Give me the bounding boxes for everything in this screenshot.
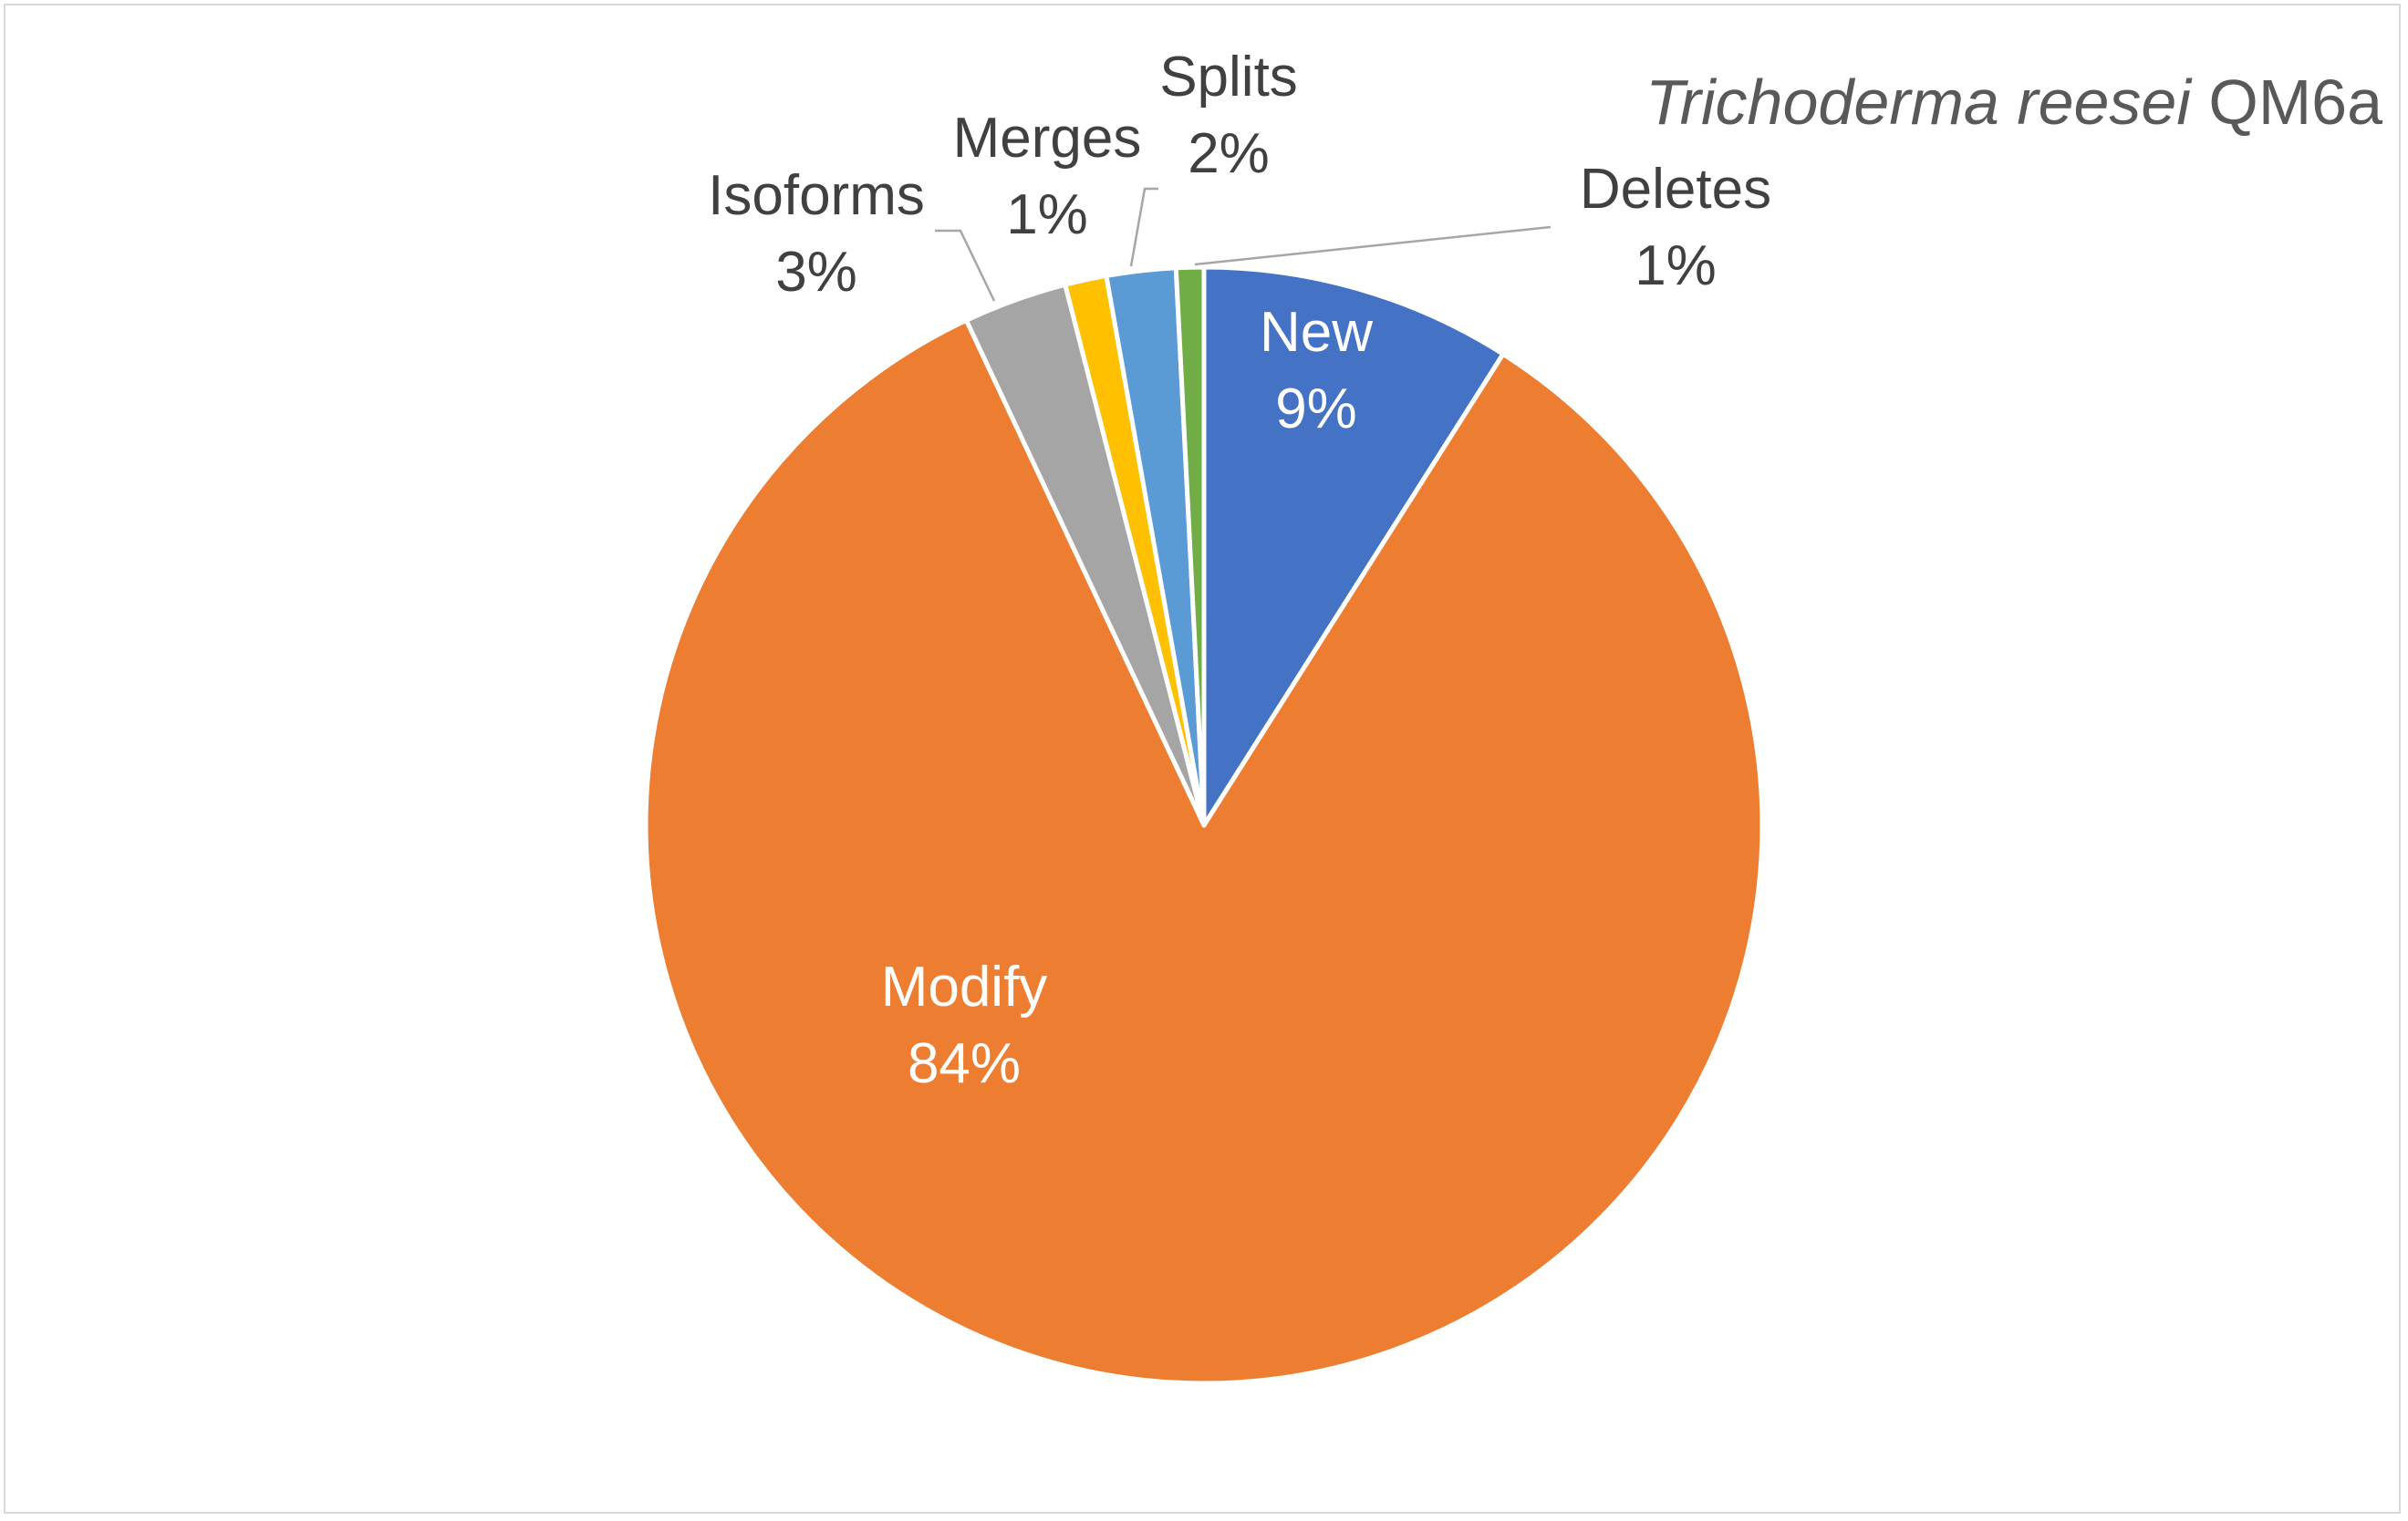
- slice-category-label: Isoforms: [708, 164, 925, 227]
- leader-lines: [935, 187, 1552, 302]
- slice-category-label: Deletes: [1580, 158, 1771, 221]
- slice-percent-label: 3%: [775, 241, 857, 304]
- slice-category-label: Modify: [881, 956, 1048, 1019]
- slice-label-isoforms: Isoforms 3%: [708, 164, 925, 304]
- chart-title: Trichoderma reesei QM6a: [1645, 67, 2382, 138]
- slice-label-new: New 9%: [1260, 301, 1373, 440]
- chart-title-species: Trichoderma reesei: [1645, 67, 2193, 138]
- pie-slice-deletes: [1173, 264, 1207, 828]
- chart-title-strain: QM6a: [2208, 67, 2382, 138]
- leader-line-isoforms: [935, 229, 996, 302]
- slice-label-modify: Modify 84%: [881, 956, 1048, 1095]
- slice-category-label: Merges: [953, 107, 1142, 170]
- slice-label-merges: Merges 1%: [953, 107, 1142, 246]
- slice-labels: New 9% Modify 84% Isoforms 3% Merges 1% Splits 2%…: [708, 46, 1771, 1095]
- pie-slice-new: [1201, 264, 1506, 828]
- pie-slice-modify: [643, 317, 1765, 1386]
- slice-percent-label: 2%: [1188, 122, 1270, 185]
- slice-percent-label: 84%: [908, 1032, 1021, 1095]
- slice-label-splits: Splits 2%: [1159, 46, 1298, 185]
- slice-label-deletes: Deletes 1%: [1580, 158, 1771, 297]
- leader-line-deletes: [1194, 225, 1552, 266]
- slice-percent-label: 1%: [1006, 183, 1088, 246]
- slice-category-label: Splits: [1159, 46, 1298, 109]
- slice-percent-label: 9%: [1275, 378, 1357, 440]
- slice-percent-label: 1%: [1635, 234, 1717, 297]
- leader-line-splits: [1129, 187, 1158, 267]
- slice-category-label: New: [1260, 301, 1373, 364]
- pie-slices: [643, 264, 1765, 1386]
